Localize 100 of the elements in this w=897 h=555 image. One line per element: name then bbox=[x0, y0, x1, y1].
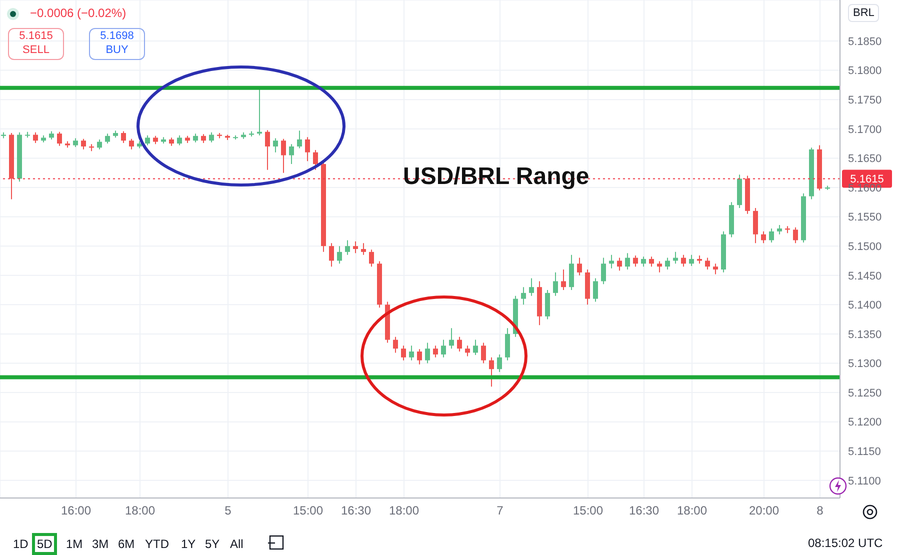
candlestick bbox=[505, 328, 510, 361]
candlestick bbox=[265, 130, 270, 170]
y-tick-label: 5.1850 bbox=[848, 36, 882, 48]
y-tick-label: 5.1450 bbox=[848, 270, 882, 282]
annotation: BUY bbox=[104, 43, 130, 57]
candlestick bbox=[97, 138, 102, 150]
candlestick bbox=[489, 356, 494, 388]
candlestick bbox=[625, 252, 630, 270]
x-tick-label: 16:30 bbox=[628, 504, 660, 518]
candlestick bbox=[649, 256, 654, 268]
candlestick bbox=[681, 254, 686, 268]
candlestick bbox=[353, 240, 358, 254]
candlestick bbox=[145, 134, 150, 146]
candlestick bbox=[793, 226, 798, 244]
candlestick bbox=[777, 224, 782, 235]
candlestick bbox=[713, 263, 718, 275]
candlestick bbox=[633, 254, 638, 268]
candlestick bbox=[129, 138, 134, 150]
y-tick-label: 5.1350 bbox=[848, 328, 882, 341]
candlestick bbox=[497, 354, 502, 373]
candlestick bbox=[425, 342, 430, 364]
x-tick-label: 18:00 bbox=[676, 504, 708, 518]
y-tick-label: 5.1200 bbox=[848, 416, 882, 429]
candlestick bbox=[369, 249, 374, 268]
candlestick bbox=[641, 256, 646, 268]
annotation: 5.1698 bbox=[99, 29, 135, 43]
x-tick-label: 15:00 bbox=[292, 504, 324, 518]
candlestick bbox=[417, 348, 422, 365]
candlestick bbox=[361, 242, 366, 256]
candlestick bbox=[209, 132, 214, 143]
candlestick bbox=[329, 242, 334, 268]
candlestick bbox=[121, 130, 126, 144]
annotation: 5.1615 bbox=[18, 29, 54, 43]
candlestick bbox=[553, 272, 558, 296]
y-tick-label: 5.1400 bbox=[848, 300, 882, 312]
candlestick bbox=[81, 138, 86, 150]
y-tick-label: 5.1100 bbox=[848, 475, 881, 488]
candlestick bbox=[313, 149, 318, 170]
x-tick-label: 18:00 bbox=[388, 504, 420, 518]
candlestick bbox=[617, 257, 622, 272]
y-tick-label: 5.1750 bbox=[848, 94, 882, 107]
candlestick bbox=[441, 339, 446, 358]
x-tick-label: 20:00 bbox=[748, 504, 780, 518]
candlestick bbox=[689, 254, 694, 266]
candlestick bbox=[601, 257, 606, 285]
candlestick bbox=[561, 269, 566, 291]
text: USD/BRL Range bbox=[403, 163, 590, 191]
candlestick bbox=[297, 130, 302, 149]
candlestick bbox=[529, 278, 534, 296]
x-tick-label: 5 bbox=[224, 504, 232, 518]
candlestick bbox=[705, 257, 710, 270]
candlestick bbox=[665, 257, 670, 270]
candlestick bbox=[401, 345, 406, 361]
text: 08:15:02 UTC bbox=[808, 536, 883, 550]
x-tick-label: 7 bbox=[496, 504, 504, 518]
candlestick bbox=[545, 290, 550, 320]
y-tick-label: 5.1300 bbox=[848, 358, 882, 370]
candlestick bbox=[473, 339, 478, 356]
candlestick bbox=[393, 336, 398, 354]
candlestick bbox=[577, 257, 582, 276]
candlestick bbox=[337, 246, 342, 264]
y-tick-label: 5.1500 bbox=[848, 240, 882, 253]
candlestick bbox=[409, 345, 414, 361]
candlestick bbox=[465, 345, 470, 357]
candlestick bbox=[305, 136, 310, 162]
text: 5Y bbox=[204, 536, 221, 553]
candlestick bbox=[345, 240, 350, 256]
text: All bbox=[229, 536, 244, 553]
x-tick-label: 18:00 bbox=[124, 504, 156, 518]
candlestick bbox=[281, 138, 286, 174]
candlestick bbox=[177, 134, 182, 146]
candlestick bbox=[105, 133, 110, 144]
x-tick-label: 16:30 bbox=[340, 504, 372, 518]
text: 5D bbox=[32, 533, 58, 555]
candlestick bbox=[449, 328, 454, 350]
candlestick bbox=[481, 342, 486, 364]
candlestick bbox=[609, 254, 614, 269]
candlestick bbox=[273, 138, 278, 153]
candlestick bbox=[521, 286, 526, 306]
y-tick-label: 5.1650 bbox=[848, 153, 882, 166]
y-tick-label: 5.1250 bbox=[848, 387, 882, 400]
candlestick bbox=[657, 260, 662, 273]
x-tick-label: 16:00 bbox=[60, 504, 92, 518]
y-tick-label: 5.1550 bbox=[848, 212, 882, 224]
text: 1Y bbox=[180, 536, 197, 553]
text: 6M bbox=[117, 536, 136, 553]
x-tick-label: 15:00 bbox=[572, 504, 604, 518]
y-tick-label: 5.1150 bbox=[848, 446, 881, 458]
candlestick bbox=[289, 144, 294, 165]
y-tick-label: 5.1700 bbox=[848, 124, 882, 136]
candlestick bbox=[769, 228, 774, 244]
text: 3M bbox=[91, 536, 110, 553]
candlestick bbox=[753, 207, 758, 244]
annotation: SELL bbox=[22, 43, 50, 57]
y-tick-label: 5.1800 bbox=[848, 65, 882, 78]
text: YTD bbox=[144, 536, 170, 553]
text: BRL bbox=[848, 4, 880, 22]
annotation: −0.0006 (−0.02%) bbox=[30, 6, 126, 20]
candlestick bbox=[761, 230, 766, 244]
x-tick-label: 8 bbox=[816, 504, 824, 518]
